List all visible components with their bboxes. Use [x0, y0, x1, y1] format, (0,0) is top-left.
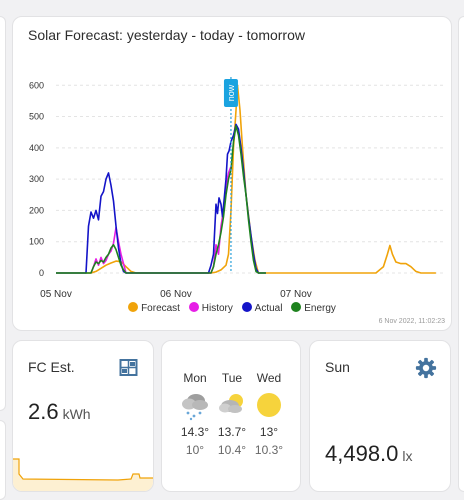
day-high-temp: 14.3° [180, 425, 210, 439]
day-high-temp: 13° [259, 425, 279, 439]
day-low-temp: 10° [185, 443, 205, 457]
legend-item-actual[interactable]: Actual [241, 302, 283, 314]
weather-forecast-card[interactable]: Mon 14.3° 10° Tue 13.7° 10. [161, 340, 301, 492]
fc-sparkline [13, 458, 153, 491]
legend-label-forecast: Forecast [141, 303, 180, 314]
rainy-cloud-icon [175, 391, 215, 421]
y-tick-label: 600 [29, 80, 44, 90]
series-line-history [90, 166, 232, 274]
partly-cloudy-icon [212, 391, 252, 419]
legend-swatch-actual [241, 302, 252, 312]
now-marker-label: now [226, 84, 236, 101]
sun-value-number: 4,498.0 [325, 441, 399, 466]
forecast-day-tue: Tue 13.7° 10.4° [212, 371, 252, 457]
day-name: Tue [221, 371, 243, 385]
sun-value-unit: lx [402, 448, 413, 464]
day-name: Wed [256, 371, 282, 385]
chart-title: Solar Forecast: yesterday - today - tomo… [28, 27, 305, 43]
series-line-actual [56, 123, 266, 274]
sunny-icon [249, 391, 289, 419]
legend-label-actual: Actual [254, 303, 283, 314]
legend-swatch-energy [291, 302, 302, 312]
legend-label-energy: Energy [304, 303, 336, 314]
fc-estimate-value: 2.6 kWh [28, 399, 91, 425]
sun-lux-value: 4,498.0 lx [325, 441, 413, 467]
forecast-day-mon: Mon 14.3° 10° [175, 371, 215, 457]
fc-estimate-card[interactable]: FC Est. 2.6 kWh [12, 340, 154, 492]
fc-value-number: 2.6 [28, 399, 59, 424]
forecast-day-wed: Wed 13° 10.3° [249, 371, 289, 457]
neighbor-card-left [0, 16, 6, 411]
neighbor-card-right [458, 16, 464, 492]
sun-card-title: Sun [325, 359, 350, 375]
legend-item-energy[interactable]: Energy [291, 302, 336, 314]
legend-label-history: History [201, 303, 233, 314]
chart-timestamp: 6 Nov 2022, 11:02:23 [378, 318, 445, 325]
neighbor-card-left-bottom [0, 420, 6, 500]
fc-card-title: FC Est. [28, 359, 75, 375]
series-line-energy [56, 125, 266, 274]
x-tick-label: 05 Nov [40, 289, 72, 300]
day-name: Mon [183, 371, 207, 385]
day-low-temp: 10.3° [254, 443, 284, 457]
day-low-temp: 10.4° [217, 443, 247, 457]
y-tick-label: 0 [39, 268, 44, 278]
solar-forecast-chart-card[interactable]: Solar Forecast: yesterday - today - tomo… [12, 16, 452, 331]
day-high-temp: 13.7° [217, 425, 247, 439]
legend-item-history[interactable]: History [188, 302, 233, 314]
x-tick-label: 06 Nov [160, 289, 192, 300]
y-tick-label: 200 [29, 205, 44, 215]
sun-sensor-card[interactable]: Sun 4,498.0 lx [309, 340, 451, 492]
fc-value-unit: kWh [62, 406, 91, 422]
solar-forecast-chart[interactable]: 0 100 200 300 400 500 600 05 Nov 06 Nov 07 Nov now [13, 17, 452, 331]
chart-legend: Forecast History Actual Energy [13, 302, 451, 314]
legend-swatch-forecast [128, 302, 139, 312]
solar-panel-icon[interactable] [119, 358, 139, 378]
y-tick-label: 300 [29, 174, 44, 184]
legend-item-forecast[interactable]: Forecast [128, 302, 180, 314]
gear-icon[interactable] [415, 357, 437, 379]
y-tick-label: 500 [29, 112, 44, 122]
legend-swatch-history [188, 302, 199, 312]
y-tick-label: 400 [29, 143, 44, 153]
y-tick-label: 100 [29, 237, 44, 247]
now-marker-badge [223, 79, 238, 107]
x-tick-label: 07 Nov [280, 289, 312, 300]
